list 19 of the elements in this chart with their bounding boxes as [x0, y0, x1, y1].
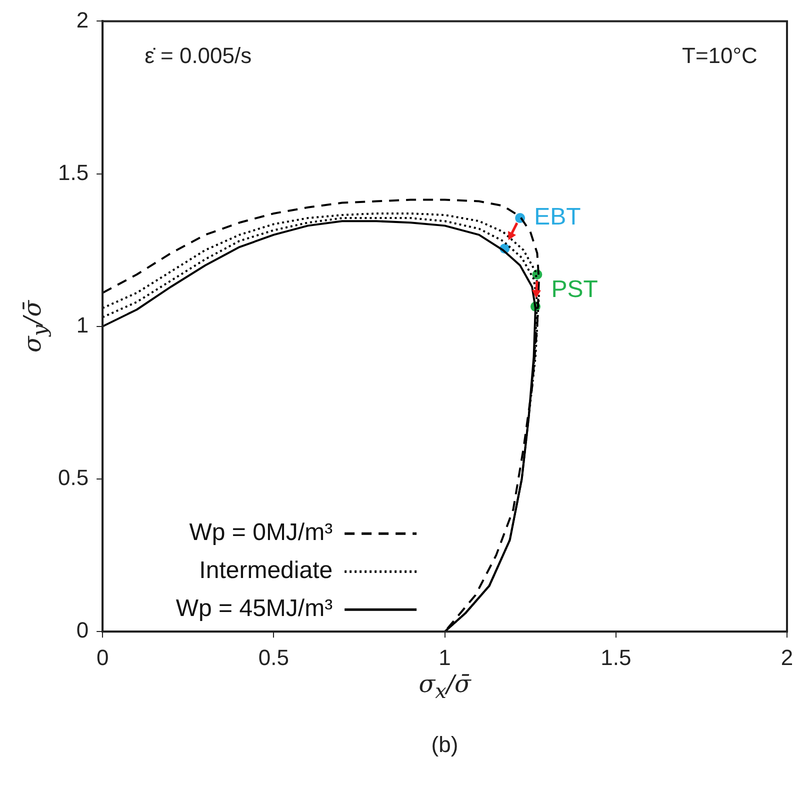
annotation: ε̇ = 0.005/s: [144, 43, 252, 70]
x-tick-label: 1.5: [600, 644, 632, 670]
text: (b): [431, 732, 458, 758]
y-tick-label: 1.5: [58, 160, 89, 185]
series-label: PST: [551, 276, 598, 304]
y-tick-label: 2: [76, 7, 89, 32]
legend-label: Wp = 45MJ/m³: [176, 595, 333, 622]
y-tick-label: 1: [76, 312, 89, 338]
legend-label: Intermediate: [199, 557, 333, 584]
x-tick-label: 2: [780, 644, 794, 670]
series-label: EBT: [534, 204, 582, 231]
y-tick-label: 0.5: [58, 465, 89, 490]
x-tick-label: 1: [438, 644, 451, 670]
annotation: T=10°C: [682, 43, 758, 70]
x-axis-title: σ$_{x}$/σ̄: [418, 670, 471, 702]
x-tick-label: 0: [96, 644, 109, 670]
x-tick-label: 0.5: [258, 644, 289, 670]
y-tick-label: 0: [76, 618, 89, 643]
legend-label: Wp = 0MJ/m³: [189, 519, 333, 546]
